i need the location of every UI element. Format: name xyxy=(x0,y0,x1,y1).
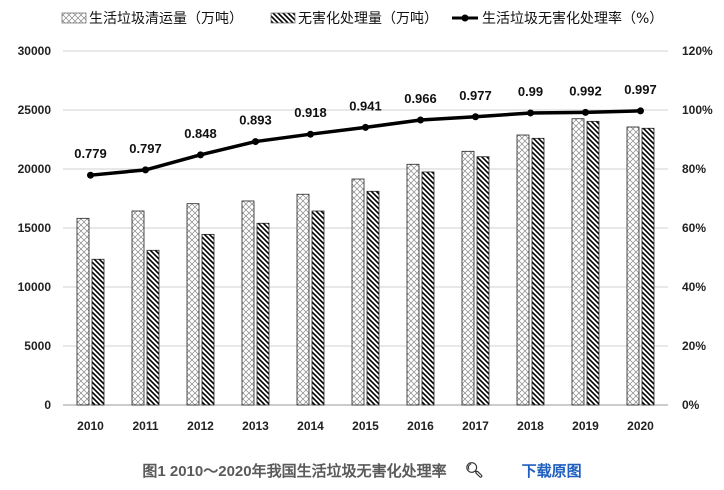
x-tick-label: 2017 xyxy=(462,419,489,433)
rate-data-label: 0.992 xyxy=(569,83,602,98)
download-original-link[interactable]: 下载原图 xyxy=(521,462,582,480)
y-right-tick-label: 0% xyxy=(682,398,700,412)
bar-collection-volume xyxy=(351,178,365,406)
bar-collection-volume xyxy=(516,134,530,406)
rate-point xyxy=(197,151,204,159)
y-right-tick-label: 20% xyxy=(682,339,706,353)
y-left-tick-label: 15000 xyxy=(18,221,52,235)
bar-collection-volume xyxy=(571,118,585,406)
bar-harmless-treatment-volume xyxy=(586,120,600,406)
y-right-tick-label: 60% xyxy=(682,221,706,235)
bar-harmless-treatment-volume xyxy=(476,156,490,406)
bar-collection-volume xyxy=(406,163,420,406)
legend-label-rate: 生活垃圾无害化处理率（%） xyxy=(482,10,663,27)
rate-data-label: 0.893 xyxy=(239,113,272,128)
bar-collection-volume xyxy=(76,217,90,406)
rate-point xyxy=(252,138,259,146)
legend-label-treatment: 无害化处理量（万吨） xyxy=(298,11,438,27)
x-tick-label: 2015 xyxy=(352,419,379,433)
bar-collection-volume xyxy=(296,193,310,406)
bar-harmless-treatment-volume xyxy=(366,190,380,406)
bar-harmless-treatment-volume xyxy=(146,249,160,406)
bar-collection-volume xyxy=(186,203,200,406)
x-tick-label: 2020 xyxy=(627,419,654,433)
rate-point xyxy=(472,113,479,121)
legend-marker-rate xyxy=(461,14,469,22)
y-left-tick-label: 5000 xyxy=(24,339,51,353)
y-right-tick-label: 40% xyxy=(682,280,706,294)
rate-point xyxy=(527,109,534,117)
chart: 0 5000 10000 15000 20000 25000 30000 0% 20% 40% 60… xyxy=(18,10,713,433)
rate-data-label: 0.99 xyxy=(518,84,543,99)
bar-collection-volume xyxy=(241,200,255,406)
bar-collection-volume xyxy=(461,150,475,406)
rate-point xyxy=(362,123,369,131)
bar-harmless-treatment-volume xyxy=(311,210,325,406)
magnifier-icon[interactable]: 🔍︎ xyxy=(464,462,484,479)
bar-harmless-treatment-volume xyxy=(421,171,435,406)
rate-data-label: 0.797 xyxy=(129,141,162,156)
rate-line xyxy=(90,109,641,177)
rate-point xyxy=(142,166,149,174)
bar-harmless-treatment-volume xyxy=(531,137,545,406)
x-tick-label: 2016 xyxy=(407,419,434,433)
x-tick-label: 2014 xyxy=(297,419,324,433)
figure-caption: 图1 2010～2020年我国生活垃圾无害化处理率 🔍︎ 下载原图 xyxy=(0,458,724,482)
legend-label-collection: 生活垃圾清运量（万吨） xyxy=(89,11,243,27)
bar-collection-volume xyxy=(131,210,145,406)
x-tick-label: 2018 xyxy=(517,419,544,433)
y-left-tick-label: 10000 xyxy=(18,280,52,294)
rate-point xyxy=(637,107,644,115)
y-left-tick-label: 20000 xyxy=(18,162,52,176)
rate-point xyxy=(417,116,424,124)
rate-data-label: 0.918 xyxy=(294,105,327,120)
x-tick-label: 2019 xyxy=(572,419,599,433)
bar-harmless-treatment-volume xyxy=(641,127,655,406)
caption-text: 图1 2010～2020年我国生活垃圾无害化处理率 xyxy=(142,462,447,480)
rate-point xyxy=(87,171,94,179)
rate-point xyxy=(582,108,589,116)
x-tick-label: 2010 xyxy=(77,419,104,433)
x-tick-label: 2012 xyxy=(187,419,214,433)
rate-data-label: 0.997 xyxy=(624,82,657,97)
y-right-tick-label: 80% xyxy=(682,162,706,176)
x-tick-label: 2011 xyxy=(132,419,158,433)
y-left-tick-label: 25000 xyxy=(18,103,52,117)
y-left-tick-label: 0 xyxy=(44,398,51,412)
bar-harmless-treatment-volume xyxy=(91,258,105,406)
y-right-tick-label: 100% xyxy=(682,103,713,117)
bar-collection-volume xyxy=(626,126,640,406)
bar-harmless-treatment-volume xyxy=(256,222,270,406)
rate-data-label: 0.966 xyxy=(404,91,437,106)
x-tick-label: 2013 xyxy=(242,419,269,433)
y-right-tick-label: 120% xyxy=(682,44,713,58)
rate-data-label: 0.977 xyxy=(459,88,492,103)
legend-swatch-treatment xyxy=(270,12,296,24)
y-left-tick-label: 30000 xyxy=(18,44,52,58)
rate-data-label: 0.848 xyxy=(184,126,217,141)
bar-harmless-treatment-volume xyxy=(201,233,215,406)
rate-data-label: 0.779 xyxy=(74,146,107,161)
rate-data-label: 0.941 xyxy=(349,98,382,113)
legend-swatch-collection xyxy=(61,12,87,24)
rate-point xyxy=(307,130,314,138)
